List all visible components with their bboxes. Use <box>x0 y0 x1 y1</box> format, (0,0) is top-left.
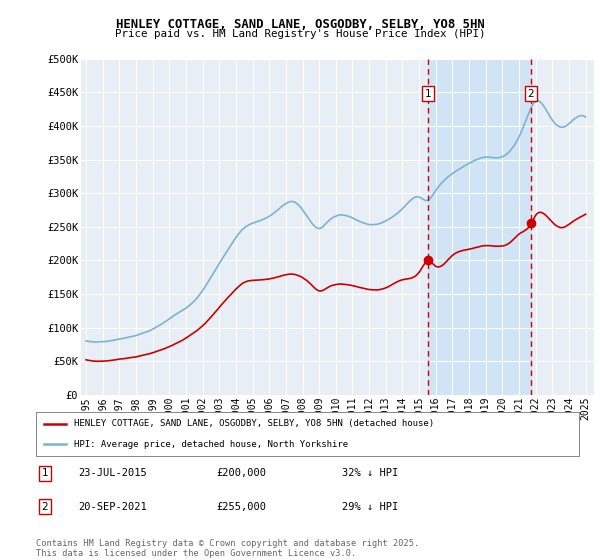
Text: £200,000: £200,000 <box>216 468 266 478</box>
Text: HPI: Average price, detached house, North Yorkshire: HPI: Average price, detached house, Nort… <box>74 440 348 449</box>
Text: 1: 1 <box>425 88 431 99</box>
Text: 29% ↓ HPI: 29% ↓ HPI <box>342 502 398 512</box>
Text: 2: 2 <box>528 88 535 99</box>
Text: HENLEY COTTAGE, SAND LANE, OSGODBY, SELBY, YO8 5HN: HENLEY COTTAGE, SAND LANE, OSGODBY, SELB… <box>116 18 484 31</box>
Text: 32% ↓ HPI: 32% ↓ HPI <box>342 468 398 478</box>
Bar <box>428 59 531 395</box>
Text: HENLEY COTTAGE, SAND LANE, OSGODBY, SELBY, YO8 5HN (detached house): HENLEY COTTAGE, SAND LANE, OSGODBY, SELB… <box>74 419 434 428</box>
Text: 20-SEP-2021: 20-SEP-2021 <box>78 502 147 512</box>
Text: 23-JUL-2015: 23-JUL-2015 <box>78 468 147 478</box>
Text: 2: 2 <box>41 502 49 512</box>
Text: 1: 1 <box>41 468 49 478</box>
Text: Contains HM Land Registry data © Crown copyright and database right 2025.
This d: Contains HM Land Registry data © Crown c… <box>36 539 419 558</box>
Text: £255,000: £255,000 <box>216 502 266 512</box>
Text: Price paid vs. HM Land Registry's House Price Index (HPI): Price paid vs. HM Land Registry's House … <box>115 29 485 39</box>
